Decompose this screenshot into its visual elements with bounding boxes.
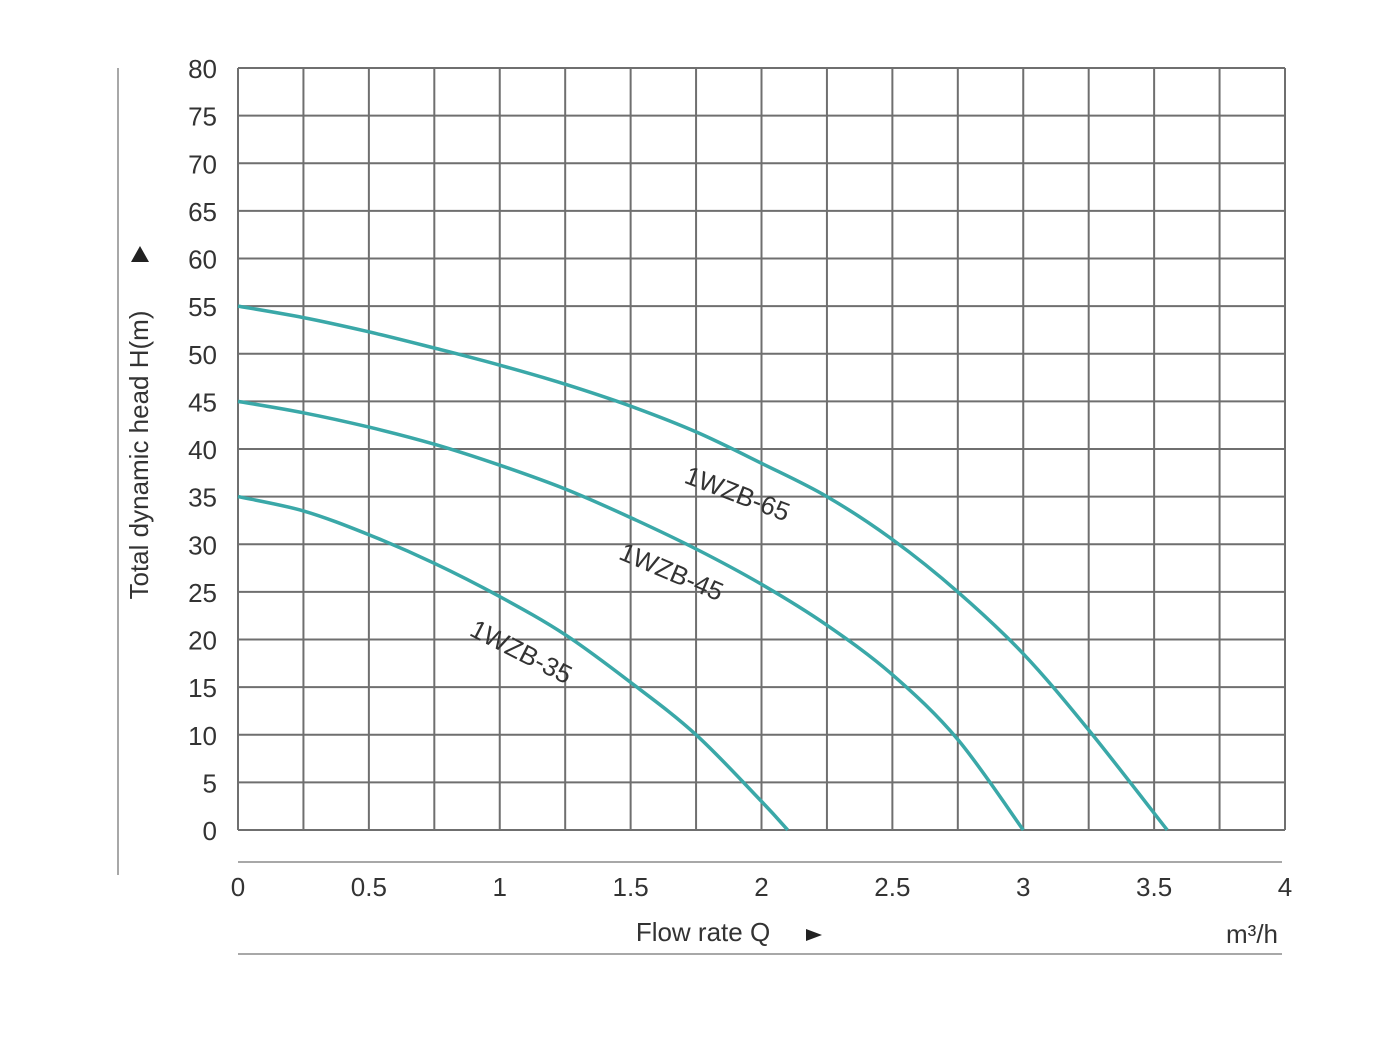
y-tick-label: 75 <box>188 102 217 132</box>
x-axis-arrow-icon <box>806 929 822 941</box>
grid <box>237 67 1286 831</box>
y-tick-label: 60 <box>188 245 217 275</box>
x-tick-label: 3 <box>1016 872 1030 902</box>
x-tick-label: 4 <box>1278 872 1292 902</box>
y-tick-label: 35 <box>188 483 217 513</box>
x-tick-label: 0.5 <box>351 872 387 902</box>
y-tick-label: 45 <box>188 387 217 417</box>
series-line-1wzb-45 <box>237 399 1025 832</box>
y-tick-label: 15 <box>188 673 217 703</box>
y-tick-label: 70 <box>188 149 217 179</box>
series-line-1wzb-35 <box>237 494 789 832</box>
x-tick-label: 2 <box>754 872 768 902</box>
y-tick-label: 5 <box>203 768 217 798</box>
x-tick-label: 0 <box>231 872 245 902</box>
x-tick-label: 1 <box>493 872 507 902</box>
x-axis-unit: m³/h <box>1226 919 1278 949</box>
x-tick-label: 3.5 <box>1136 872 1172 902</box>
y-tick-label: 20 <box>188 626 217 656</box>
y-tick-label: 50 <box>188 340 217 370</box>
y-tick-label: 25 <box>188 578 217 608</box>
y-tick-label: 80 <box>188 54 217 84</box>
y-axis-title: Total dynamic head H(m) <box>124 311 154 600</box>
y-tick-label: 30 <box>188 530 217 560</box>
x-tick-label: 2.5 <box>874 872 910 902</box>
y-tick-labels: 0 5 10 15 20 25 30 35 40 45 50 55 60 65 70 75 80 <box>188 54 217 846</box>
series-curves <box>237 304 1169 832</box>
x-axis-title: Flow rate Q <box>636 917 770 947</box>
series-label-1wzb-35: 1WZB-35 <box>466 613 577 690</box>
y-tick-label: 0 <box>203 816 217 846</box>
y-tick-label: 55 <box>188 292 217 322</box>
y-tick-label: 10 <box>188 721 217 751</box>
series-label-1wzb-45: 1WZB-45 <box>615 536 728 607</box>
x-tick-label: 1.5 <box>613 872 649 902</box>
y-tick-label: 65 <box>188 197 217 227</box>
x-tick-labels: 0 0.5 1 1.5 2 2.5 3 3.5 4 <box>231 872 1292 902</box>
y-axis-arrow-icon <box>131 246 149 262</box>
series-line-1wzb-65 <box>237 304 1169 832</box>
y-tick-label: 40 <box>188 435 217 465</box>
